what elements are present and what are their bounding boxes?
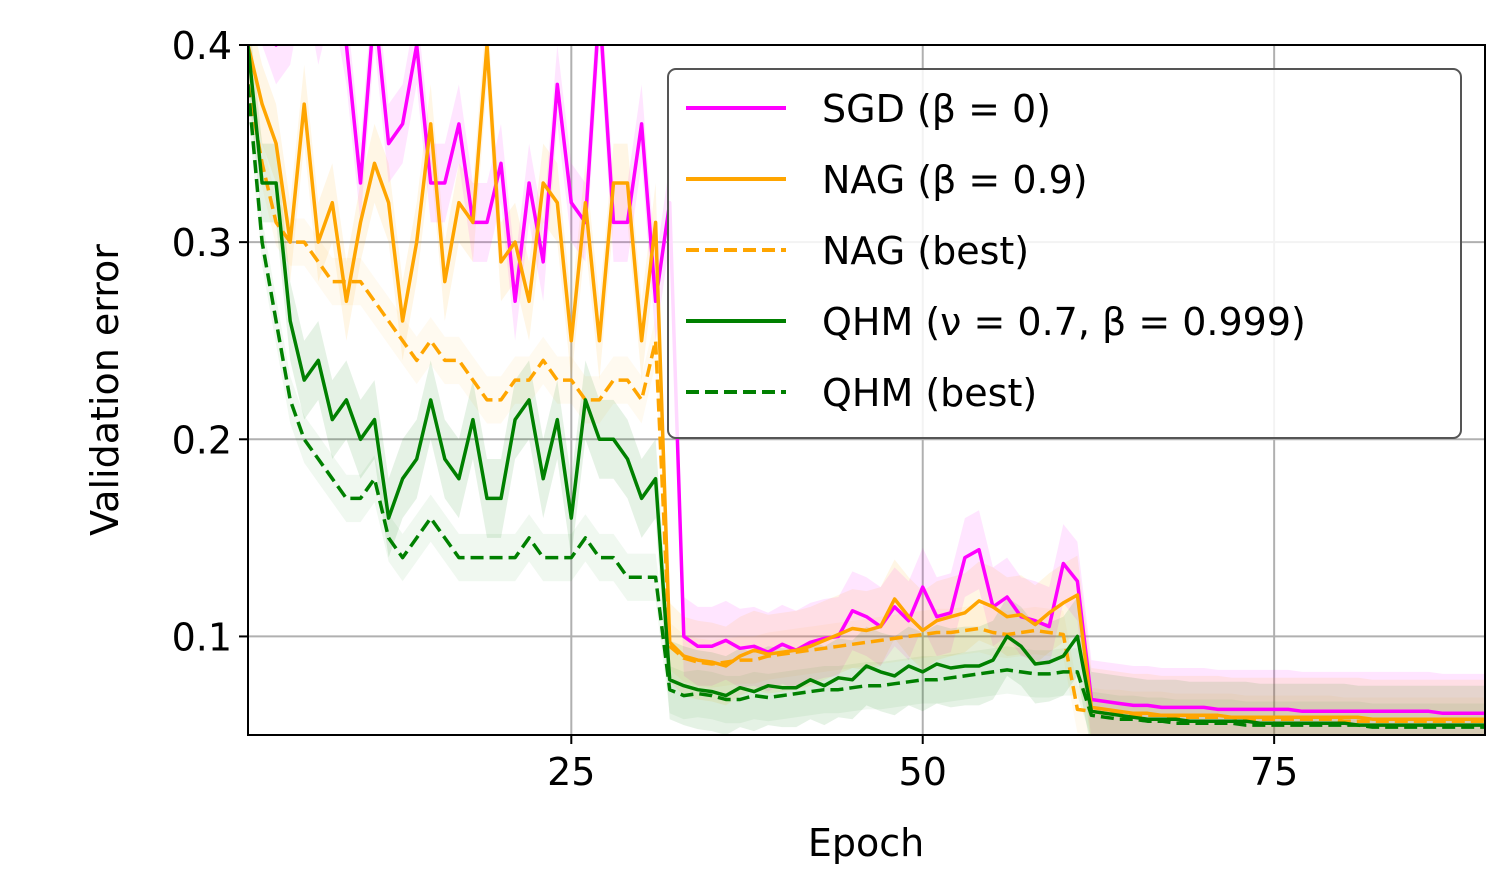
series-line-qhm-best bbox=[248, 84, 1485, 729]
y-tick-label: 0.2 bbox=[172, 418, 232, 462]
series-line-nag-best bbox=[248, 84, 1485, 723]
series-line-qhm-0-7-0-999 bbox=[248, 45, 1485, 727]
legend-label-sgd: SGD (β = 0) bbox=[822, 87, 1051, 131]
x-axis-ticks: 25 50 75 bbox=[547, 735, 1298, 794]
band-nag-best bbox=[248, 60, 1485, 735]
plot-frame bbox=[247, 44, 1486, 736]
legend-box bbox=[667, 68, 1462, 439]
x-axis-title: Epoch bbox=[808, 821, 924, 865]
series-line-sgd-0 bbox=[274, 45, 1485, 716]
x-tick-label: 50 bbox=[899, 750, 947, 794]
y-tick-label: 0.4 bbox=[172, 24, 232, 68]
legend-label-qhm: QHM (ν = 0.7, β = 0.999) bbox=[822, 300, 1306, 344]
y-tick-label: 0.1 bbox=[172, 615, 232, 659]
legend-label-nag: NAG (β = 0.9) bbox=[822, 158, 1088, 202]
legend-label-qhm-best: QHM (best) bbox=[822, 371, 1037, 415]
legend-label-nag-best: NAG (best) bbox=[822, 229, 1029, 273]
series-lines bbox=[248, 45, 1485, 729]
band-qhm-best bbox=[248, 60, 1485, 735]
y-axis-title: Validation error bbox=[83, 244, 127, 536]
x-tick-label: 25 bbox=[547, 750, 595, 794]
y-tick-label: 0.3 bbox=[172, 221, 232, 265]
series-line-nag-0-9 bbox=[248, 45, 1485, 721]
y-axis-ticks: 0.1 0.2 0.3 0.4 bbox=[172, 24, 248, 659]
legend: SGD (β = 0) NAG (β = 0.9) NAG (best) QHM… bbox=[667, 68, 1462, 439]
x-tick-label: 75 bbox=[1250, 750, 1298, 794]
